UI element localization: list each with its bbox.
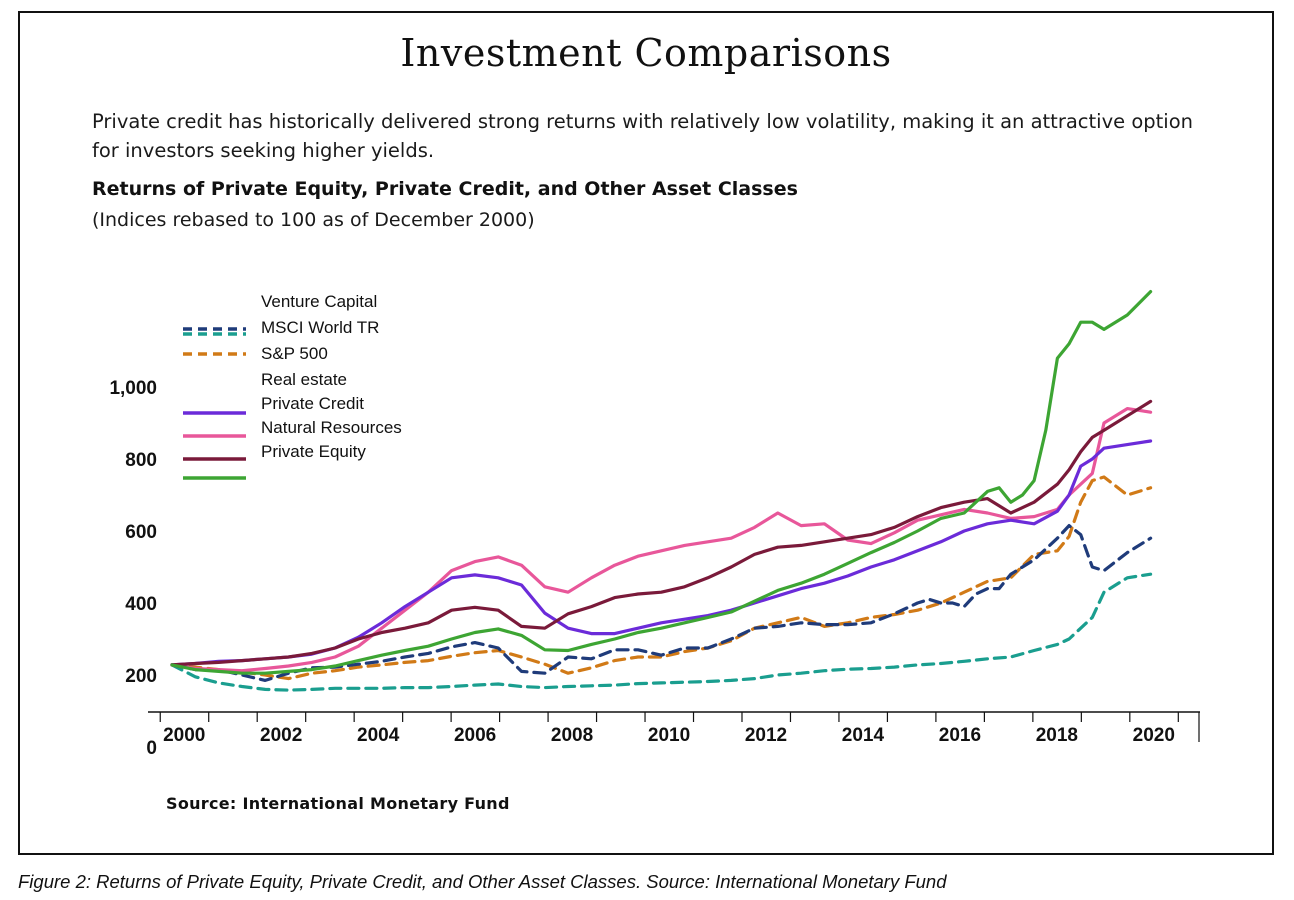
y-tick-label: 600 — [125, 522, 157, 543]
chart-lines — [170, 290, 1153, 692]
series-line-natural-resources — [170, 407, 1153, 673]
figure-caption: Figure 2: Returns of Private Equity, Pri… — [18, 871, 947, 892]
x-tick-label: 2006 — [454, 725, 496, 746]
x-tick-label: 2018 — [1036, 725, 1078, 746]
chart-legend: Venture Capital MSCI World TR S&P 500 Real … — [183, 292, 402, 480]
chart-axes: 2000 2002 2004 2006 2008 2010 2012 2014 2016 2018… — [109, 378, 1200, 759]
page-title: Investment Comparisons — [400, 31, 892, 75]
series-line-real-estate — [170, 290, 1153, 675]
intro-text: Private credit has historically delivere… — [92, 110, 1193, 162]
y-tick-label: 0 — [146, 738, 157, 759]
legend-label: MSCI World TR — [261, 318, 379, 337]
x-tick-label: 2002 — [260, 725, 302, 746]
y-tick-label: 400 — [125, 594, 157, 615]
chart-frame: Investment Comparisons Private credit ha… — [18, 11, 1274, 855]
legend-label: Private Equity — [261, 442, 366, 461]
legend-label: Venture Capital — [261, 292, 377, 311]
series-line-s-p-500 — [170, 475, 1153, 681]
x-tick-label: 2020 — [1133, 725, 1175, 746]
chart-subtitle: (Indices rebased to 100 as of December 2… — [92, 209, 535, 231]
x-tick-label: 2016 — [939, 725, 981, 746]
x-tick-label: 2008 — [551, 725, 593, 746]
legend-label: Natural Resources — [261, 418, 402, 437]
series-line-private-credit — [170, 439, 1153, 667]
x-tick-label: 2004 — [357, 725, 400, 746]
legend-label: S&P 500 — [261, 344, 328, 363]
series-line-private-equity — [170, 399, 1153, 667]
legend-label: Real estate — [261, 370, 347, 389]
y-tick-label: 200 — [125, 666, 157, 687]
y-tick-label: 1,000 — [109, 378, 157, 399]
series-line-venture-capital — [170, 524, 1153, 682]
legend-label: Private Credit — [261, 394, 364, 413]
y-tick-label: 800 — [125, 450, 157, 471]
x-tick-label: 2010 — [648, 725, 690, 746]
chart-title: Returns of Private Equity, Private Credi… — [92, 178, 798, 200]
chart-source: Source: International Monetary Fund — [166, 794, 510, 813]
x-tick-label: 2000 — [163, 725, 205, 746]
x-tick-label: 2014 — [842, 725, 885, 746]
x-tick-label: 2012 — [745, 725, 787, 746]
